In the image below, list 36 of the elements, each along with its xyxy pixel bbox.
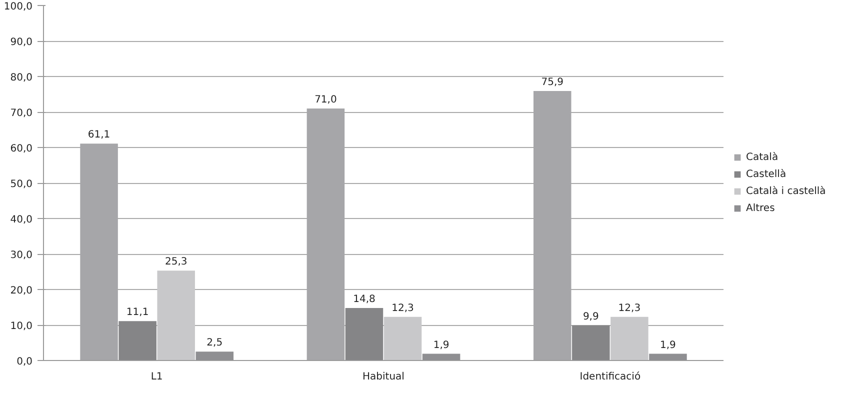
legend-label: Altres (746, 202, 775, 214)
bar (345, 308, 384, 360)
bar (572, 325, 610, 360)
y-tick-label: 20,0 (10, 286, 32, 296)
x-tick-label: Habitual (362, 372, 404, 382)
y-tick-label: 40,0 (10, 214, 32, 226)
data-label: 1,9 (433, 340, 450, 351)
y-tick-label: 80,0 (10, 72, 32, 84)
bar (157, 270, 195, 360)
y-tick-label: 0,0 (16, 356, 33, 368)
legend-label: Castellà (746, 168, 786, 180)
bar (610, 316, 648, 360)
data-label: 61,1 (88, 130, 110, 141)
legend-label: Català (746, 152, 778, 162)
data-label: 12,3 (618, 302, 641, 314)
legend-label: Català i castellà (746, 186, 826, 196)
data-label: 14,8 (353, 294, 376, 305)
data-label: 25,3 (164, 256, 188, 268)
data-label: 12,3 (392, 302, 414, 314)
y-tick-label: 90,0 (10, 37, 32, 48)
y-tick-label: 70,0 (10, 108, 32, 119)
y-tick-label: 60,0 (10, 144, 32, 154)
bar (384, 316, 422, 360)
y-tick-label: 30,0 (10, 250, 32, 261)
data-label: 71,0 (314, 94, 337, 106)
data-label: 11,1 (126, 307, 149, 318)
data-label: 9,9 (582, 311, 599, 322)
x-tick-label: L1 (150, 372, 163, 382)
y-tick-label: 50,0 (10, 179, 32, 190)
x-tick-label: Identificació (580, 372, 641, 382)
y-tick-label: 10,0 (10, 321, 32, 332)
y-tick-label: 100,0 (4, 2, 33, 12)
data-label: 1,9 (660, 340, 676, 351)
bar (118, 321, 156, 360)
data-label: 75,9 (541, 77, 564, 88)
data-label: 2,5 (206, 338, 223, 349)
